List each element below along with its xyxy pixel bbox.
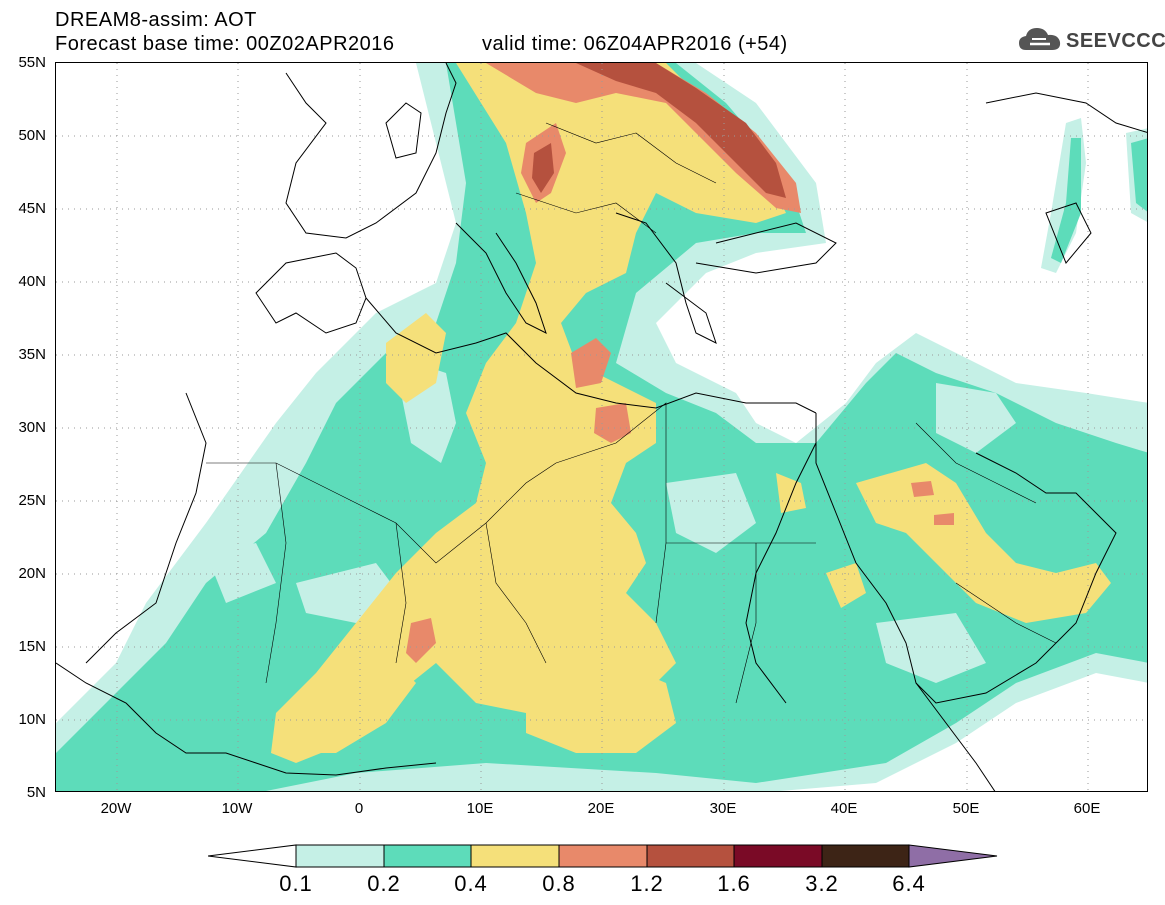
colorbar-label-1.6: 1.6 — [717, 871, 751, 896]
colorbar-upper-arrow — [908, 844, 998, 868]
map-title: DREAM8-assim: AOT — [55, 9, 257, 31]
aot-contour-0.4 — [271, 63, 1111, 763]
lat-label-40n: 40N — [18, 273, 46, 290]
colorbar-bin-0.4-0.8 — [470, 844, 560, 868]
forecast-base-time: Forecast base time: 00Z02APR2016 — [55, 33, 395, 55]
colorbar-bin-0.8-1.2 — [558, 844, 648, 868]
lon-label-40e: 40E — [830, 800, 858, 817]
colorbar-bin-0.1-0.2 — [295, 844, 385, 868]
aot-map-canvas — [56, 63, 1147, 791]
lat-label-30n: 30N — [18, 419, 46, 436]
lat-label-45n: 45N — [18, 200, 46, 217]
aot-colorbar — [208, 844, 998, 868]
map-graticule — [56, 63, 1147, 791]
lat-label-50n: 50N — [18, 127, 46, 144]
lon-label-60e: 60E — [1073, 800, 1101, 817]
lon-label-20e: 20E — [587, 800, 615, 817]
colorbar-label-0.2: 0.2 — [367, 871, 401, 896]
lon-label-50e: 50E — [952, 800, 980, 817]
coastlines — [56, 63, 1147, 791]
colorbar-label-0.1: 0.1 — [279, 871, 313, 896]
aot-map — [55, 62, 1148, 792]
lat-label-55n: 55N — [18, 54, 46, 71]
lon-label-10e: 10E — [466, 800, 494, 817]
logo-text: SEEVCCC — [1066, 30, 1165, 52]
lon-label-0: 0 — [354, 800, 364, 817]
colorbar-label-0.8: 0.8 — [542, 871, 576, 896]
aot-contour-holes — [206, 363, 1016, 683]
aot-contour-1.2 — [532, 63, 786, 198]
lon-label-20w: 20W — [100, 800, 132, 817]
lon-label-30e: 30E — [709, 800, 737, 817]
lat-label-20n: 20N — [18, 565, 46, 582]
lon-label-10w: 10W — [221, 800, 253, 817]
lat-label-25n: 25N — [18, 492, 46, 509]
valid-time: valid time: 06Z04APR2016 (+54) — [482, 33, 788, 55]
country-borders — [206, 122, 1057, 704]
colorbar-label-3.2: 3.2 — [805, 871, 839, 896]
lat-label-10n: 10N — [18, 711, 46, 728]
colorbar-bin-3.2-6.4 — [821, 844, 910, 868]
colorbar-bin-0.2-0.4 — [383, 844, 472, 868]
colorbar-lower-arrow — [208, 844, 297, 868]
colorbar-label-0.4: 0.4 — [454, 871, 488, 896]
lat-label-35n: 35N — [18, 346, 46, 363]
colorbar-bin-1.2-1.6 — [646, 844, 735, 868]
lat-label-5n: 5N — [26, 784, 46, 801]
cloud-icon — [1019, 28, 1061, 50]
colorbar-label-1.2: 1.2 — [630, 871, 664, 896]
seevccc-logo: SEEVCCC — [1018, 24, 1165, 58]
colorbar-bin-1.6-3.2 — [733, 844, 823, 868]
colorbar-label-6.4: 6.4 — [892, 871, 926, 896]
lat-label-15n: 15N — [18, 638, 46, 655]
